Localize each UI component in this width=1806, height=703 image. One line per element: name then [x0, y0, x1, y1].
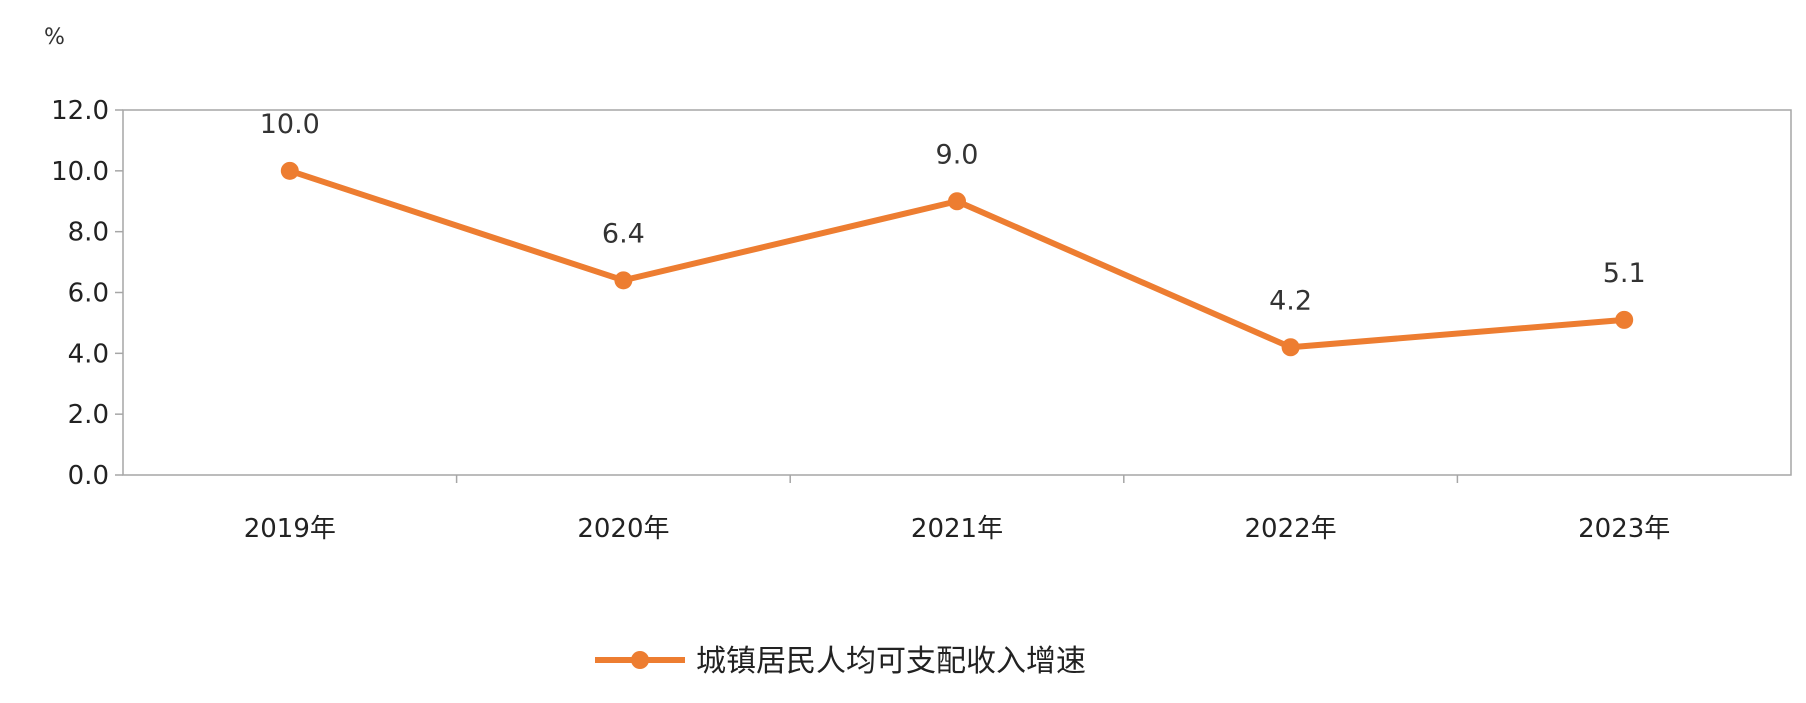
y-tick-label: 6.0 [68, 279, 109, 309]
legend: 城镇居民人均可支配收入增速 [595, 644, 1086, 679]
x-tick-label: 2022年 [1245, 514, 1337, 544]
y-tick-label: 12.0 [51, 96, 109, 126]
data-label: 4.2 [1269, 285, 1312, 316]
data-label: 6.4 [602, 218, 645, 249]
data-label: 9.0 [936, 139, 979, 170]
y-tick-label: 10.0 [51, 157, 109, 187]
y-tick-label: 8.0 [68, 218, 109, 248]
data-point [1615, 310, 1634, 329]
x-tick-label: 2021年 [911, 514, 1003, 544]
series-group: 10.0 6.4 9.0 4.2 5.1 [260, 109, 1646, 357]
data-point [280, 161, 299, 180]
data-point [614, 271, 633, 290]
x-axis-ticks: 2019年 2020年 2021年 2022年 2023年 [244, 475, 1670, 544]
y-tick-label: 0.0 [68, 461, 109, 491]
x-tick-label: 2020年 [577, 514, 669, 544]
y-tick-label: 2.0 [68, 400, 109, 430]
x-tick-label: 2019年 [244, 514, 336, 544]
x-tick-label: 2023年 [1578, 514, 1670, 544]
data-label: 5.1 [1603, 258, 1646, 289]
data-point [948, 192, 966, 211]
data-point [1281, 338, 1300, 357]
data-label: 10.0 [260, 109, 320, 140]
legend-dot-marker [631, 651, 649, 669]
y-tick-label: 4.0 [68, 339, 109, 369]
y-axis-ticks: 0.0 2.0 4.0 6.0 8.0 10.0 12.0 [51, 96, 123, 491]
legend-label: 城镇居民人均可支配收入增速 [696, 644, 1086, 679]
y-unit-label: % [44, 25, 65, 50]
